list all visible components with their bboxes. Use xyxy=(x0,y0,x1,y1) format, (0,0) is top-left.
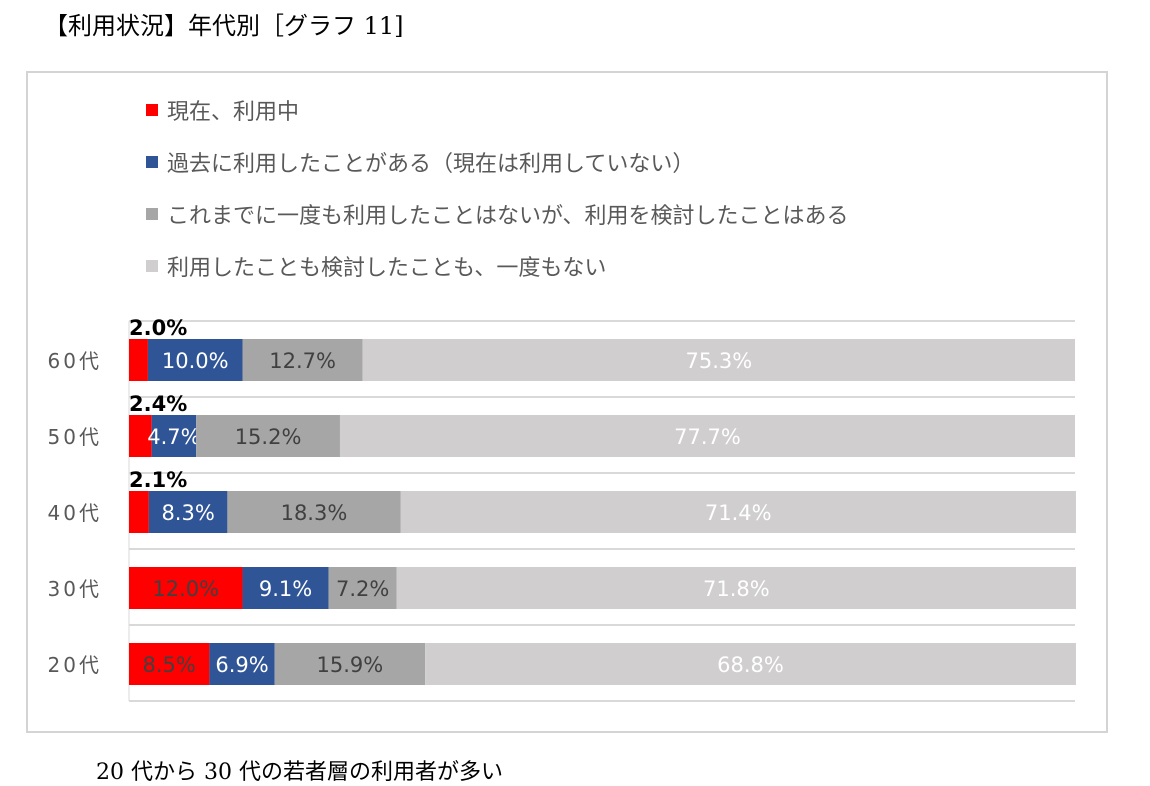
data-label: 8.3% xyxy=(161,501,214,525)
data-label: 2.1% xyxy=(129,468,187,492)
bar-segment xyxy=(242,567,329,609)
data-label: 2.0% xyxy=(129,316,187,340)
data-label: 12.7% xyxy=(269,349,336,373)
legend-item-past: 過去に利用したことがある（現在は利用していない） xyxy=(146,149,849,177)
bar-segment xyxy=(328,567,397,609)
bar-segment xyxy=(400,491,1076,533)
y-tick-label: 50代 xyxy=(48,425,102,449)
data-label: 8.5% xyxy=(143,653,196,677)
legend-swatch-past xyxy=(146,156,158,168)
bar-segment xyxy=(209,643,275,685)
data-label: 75.3% xyxy=(685,349,752,373)
bar-segment xyxy=(362,339,1075,381)
y-tick-label: 30代 xyxy=(48,577,102,601)
data-label: 6.9% xyxy=(215,653,268,677)
chart-legend: 現在、利用中 過去に利用したことがある（現在は利用していない） これまでに一度も… xyxy=(146,97,849,305)
bar-segment xyxy=(242,339,363,381)
data-label: 15.2% xyxy=(235,425,302,449)
legend-swatch-current xyxy=(146,104,158,116)
legend-swatch-considered xyxy=(146,208,158,220)
legend-label-considered: これまでに一度も利用したことはないが、利用を検討したことはある xyxy=(167,204,849,229)
page-title: 【利用状況】年代別［グラフ 11] xyxy=(44,12,404,40)
bar-segment xyxy=(227,491,401,533)
legend-item-considered: これまでに一度も利用したことはないが、利用を検討したことはある xyxy=(146,201,849,229)
data-label: 77.7% xyxy=(674,425,741,449)
bar-segment xyxy=(129,491,149,533)
legend-swatch-never xyxy=(146,260,158,272)
bar-segment xyxy=(151,415,197,457)
bar-segment xyxy=(129,339,148,381)
legend-item-never: 利用したことも検討したことも、一度もない xyxy=(146,253,849,281)
data-label: 18.3% xyxy=(281,501,348,525)
bar-segment xyxy=(196,415,340,457)
data-label: 10.0% xyxy=(162,349,229,373)
bar-segment xyxy=(148,491,228,533)
chart-frame: 現在、利用中 過去に利用したことがある（現在は利用していない） これまでに一度も… xyxy=(26,71,1108,733)
bar-segment xyxy=(147,339,243,381)
bar-segment xyxy=(129,567,243,609)
stacked-bar-plot: 60代 2.0% 10.0% 12.7% 75.3% 50代 2.4% 4.7% 15.2% 77… xyxy=(48,316,1076,702)
bar-segment xyxy=(129,643,210,685)
bar-segment xyxy=(425,643,1076,685)
data-label: 71.8% xyxy=(703,577,770,601)
y-tick-label: 40代 xyxy=(48,501,102,525)
legend-label-past: 過去に利用したことがある（現在は利用していない） xyxy=(167,152,695,177)
bar-segment xyxy=(274,643,426,685)
data-label: 9.1% xyxy=(259,577,312,601)
data-label: 71.4% xyxy=(705,501,772,525)
bar-segment xyxy=(396,567,1076,609)
data-label: 2.4% xyxy=(129,392,187,416)
data-label: 12.0% xyxy=(152,577,219,601)
y-tick-label: 60代 xyxy=(48,349,102,373)
data-label: 7.2% xyxy=(336,577,389,601)
legend-label-never: 利用したことも検討したことも、一度もない xyxy=(167,256,607,281)
data-label: 68.8% xyxy=(717,653,784,677)
bar-segment xyxy=(129,415,152,457)
bar-segment xyxy=(339,415,1075,457)
y-tick-label: 20代 xyxy=(48,653,102,677)
data-label: 15.9% xyxy=(317,653,384,677)
legend-label-current: 現在、利用中 xyxy=(167,100,300,125)
data-label: 4.7% xyxy=(147,425,200,449)
legend-item-current: 現在、利用中 xyxy=(146,97,849,125)
chart-caption: 20 代から 30 代の若者層の利用者が多い xyxy=(96,760,503,785)
